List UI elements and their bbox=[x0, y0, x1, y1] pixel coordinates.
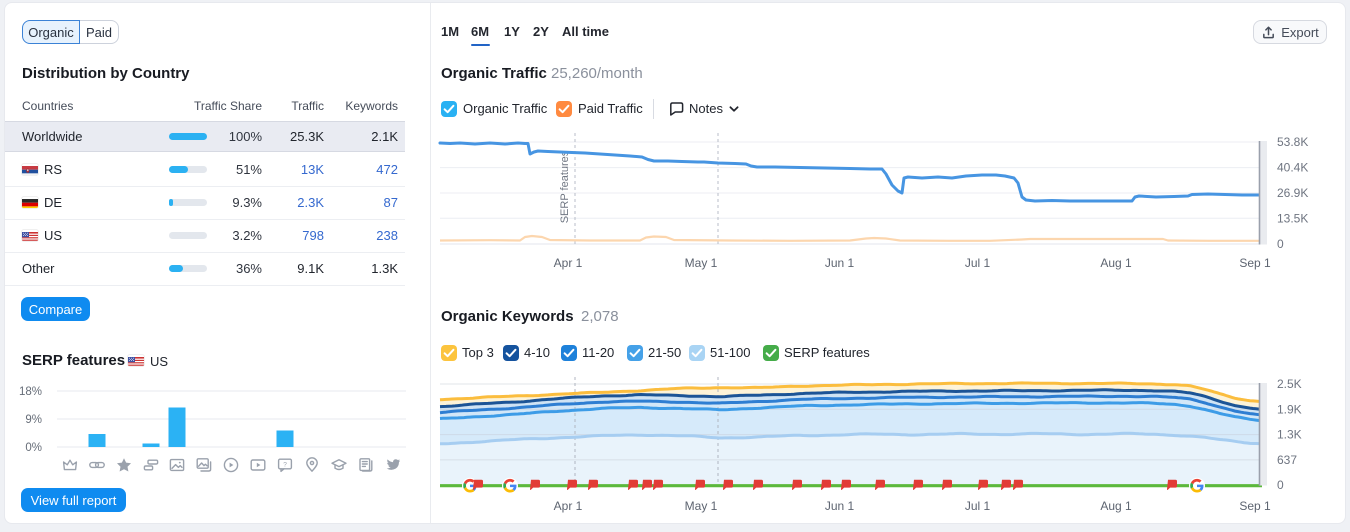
svg-text:Jul 1: Jul 1 bbox=[965, 256, 991, 270]
svg-text:40.4K: 40.4K bbox=[1277, 161, 1308, 175]
svg-text:?: ? bbox=[283, 461, 287, 468]
svg-text:Jul 1: Jul 1 bbox=[965, 499, 991, 513]
svg-text:Sep 1: Sep 1 bbox=[1239, 256, 1271, 270]
svg-text:May 1: May 1 bbox=[685, 256, 718, 270]
svg-text:SERP features: SERP features bbox=[559, 150, 571, 223]
svg-text:2.5K: 2.5K bbox=[1277, 377, 1302, 391]
svg-text:Apr 1: Apr 1 bbox=[554, 499, 583, 513]
svg-text:Apr 1: Apr 1 bbox=[554, 256, 583, 270]
svg-text:May 1: May 1 bbox=[685, 499, 718, 513]
svg-text:Aug 1: Aug 1 bbox=[1100, 499, 1132, 513]
svg-text:9%: 9% bbox=[25, 414, 42, 426]
svg-text:0%: 0% bbox=[25, 442, 42, 454]
svg-text:53.8K: 53.8K bbox=[1277, 135, 1308, 149]
svg-text:0: 0 bbox=[1277, 478, 1284, 492]
svg-text:26.9K: 26.9K bbox=[1277, 186, 1308, 200]
svg-text:1.9K: 1.9K bbox=[1277, 402, 1302, 416]
svg-text:Jun 1: Jun 1 bbox=[825, 499, 855, 513]
svg-text:18%: 18% bbox=[19, 386, 42, 398]
svg-text:1.3K: 1.3K bbox=[1277, 428, 1302, 442]
svg-text:0: 0 bbox=[1277, 237, 1284, 251]
svg-text:637: 637 bbox=[1277, 453, 1297, 467]
svg-text:Jun 1: Jun 1 bbox=[825, 256, 855, 270]
svg-text:13.5K: 13.5K bbox=[1277, 211, 1308, 225]
svg-text:Sep 1: Sep 1 bbox=[1239, 499, 1271, 513]
svg-text:Aug 1: Aug 1 bbox=[1100, 256, 1132, 270]
